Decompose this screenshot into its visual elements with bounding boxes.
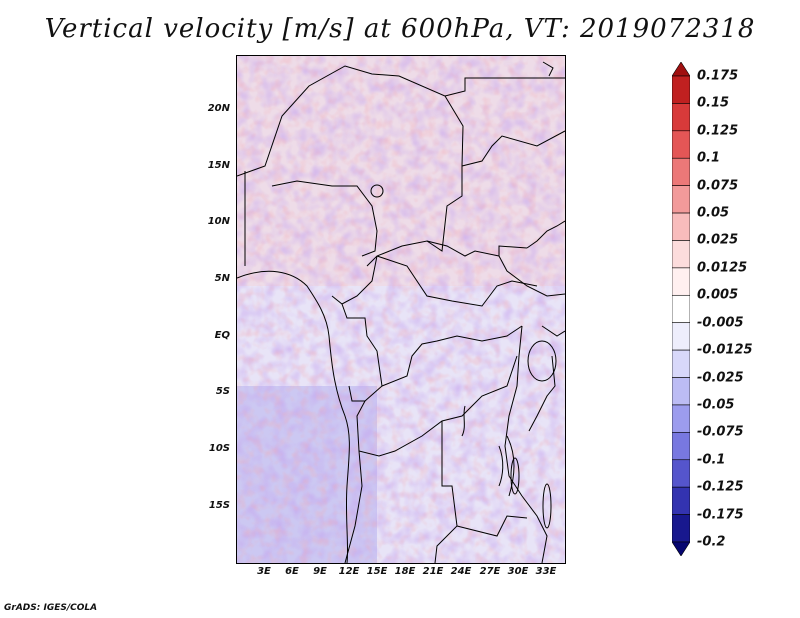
- colorbar-segment: [672, 322, 690, 351]
- lat-label: 15S: [208, 500, 230, 511]
- colorbar-segment: [672, 185, 690, 214]
- colorbar-label: 0.0125: [697, 260, 748, 276]
- colorbar-bottom-cap: [672, 541, 690, 556]
- lat-label: 5S: [215, 386, 230, 397]
- lon-label: 21E: [422, 566, 444, 577]
- colorbar-label: -0.175: [697, 507, 744, 523]
- colorbar-top-cap: [672, 62, 690, 77]
- colorbar-segment: [672, 240, 690, 269]
- lon-label: 33E: [535, 566, 557, 577]
- lat-label: EQ: [214, 330, 230, 341]
- lon-label: 24E: [450, 566, 472, 577]
- colorbar-segment: [672, 130, 690, 159]
- colorbar-label: 0.025: [697, 232, 739, 248]
- colorbar-segment: [672, 514, 690, 543]
- colorbar-segment: [672, 212, 690, 241]
- colorbar-label: 0.1: [697, 150, 721, 166]
- lon-label: 15E: [366, 566, 388, 577]
- colorbar-label: -0.1: [697, 452, 726, 468]
- colorbar-segment: [672, 75, 690, 104]
- colorbar-segment: [672, 267, 690, 296]
- lakes: [370, 184, 557, 529]
- colorbar-label: -0.05: [697, 397, 735, 413]
- lon-label: 6E: [285, 566, 299, 577]
- colorbar-segment: [672, 294, 690, 324]
- lat-label: 5N: [214, 273, 230, 284]
- colorbar: [672, 62, 690, 556]
- lon-label: 9E: [313, 566, 327, 577]
- colorbar-segment: [672, 404, 690, 433]
- lon-label: 12E: [338, 566, 360, 577]
- lon-label: 3E: [257, 566, 271, 577]
- colorbar-label: -0.2: [697, 534, 726, 550]
- colorbar-segment: [672, 459, 690, 488]
- lat-label: 10S: [208, 443, 230, 454]
- colorbar-label: -0.025: [697, 370, 744, 386]
- colorbar-label: 0.175: [697, 68, 739, 84]
- colorbar-segment: [672, 432, 690, 461]
- colorbar-segment: [672, 486, 690, 515]
- lon-label: 18E: [394, 566, 416, 577]
- vertical-velocity-map: [236, 55, 566, 564]
- chart-title: Vertical velocity [m/s] at 600hPa, VT: 2…: [44, 14, 756, 44]
- lat-label: 10N: [207, 216, 230, 227]
- lon-label: 30E: [507, 566, 529, 577]
- map-canvas: [237, 56, 565, 563]
- colorbar-label: -0.005: [697, 315, 744, 331]
- country-borders: [237, 61, 565, 563]
- colorbar-label: -0.0125: [697, 342, 753, 358]
- colorbar-label: -0.075: [697, 424, 744, 440]
- colorbar-segment: [672, 157, 690, 186]
- colorbar-label: 0.005: [697, 287, 739, 303]
- colorbar-segment: [672, 349, 690, 378]
- colorbar-segment: [672, 377, 690, 406]
- colorbar-label: -0.125: [697, 479, 744, 495]
- lat-label: 15N: [207, 160, 230, 171]
- footer-credit: GrADS: IGES/COLA: [4, 603, 98, 613]
- colorbar-label: 0.075: [697, 178, 739, 194]
- colorbar-label: 0.125: [697, 123, 739, 139]
- colorbar-label: 0.15: [697, 95, 730, 111]
- lon-label: 27E: [479, 566, 501, 577]
- colorbar-label: 0.05: [697, 205, 730, 221]
- colorbar-segment: [672, 103, 690, 132]
- lat-label: 20N: [207, 103, 230, 114]
